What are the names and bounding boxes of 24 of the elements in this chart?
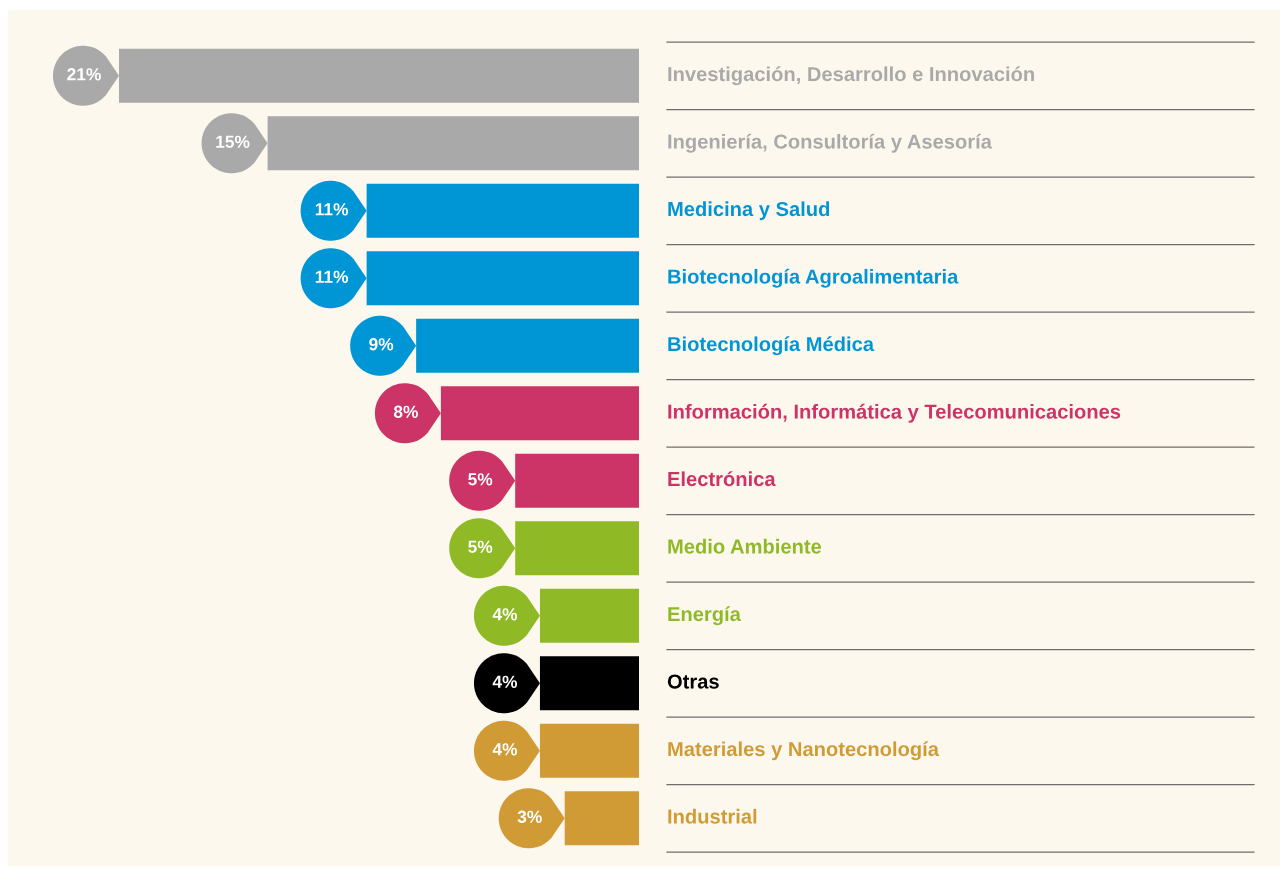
data-label: 4% — [492, 675, 518, 688]
data-label: 21% — [67, 68, 101, 81]
data-label: 11% — [315, 270, 349, 283]
y-tick-label: Medicina y Salud — [668, 201, 830, 221]
y-tick-label: Materiales y Nanotecnología — [668, 741, 940, 761]
y-tick-label: Biotecnología Médica — [668, 336, 875, 356]
data-label: 15% — [216, 135, 250, 148]
data-label: 4% — [492, 743, 518, 756]
data-label: 11% — [315, 203, 349, 216]
y-tick-label: Información, Informática y Telecomunicaciones — [668, 403, 1121, 423]
y-tick-label: Biotecnología Agroalimentaria — [668, 268, 959, 288]
data-label: 3% — [517, 810, 542, 823]
y-tick-label: Energía — [668, 606, 741, 626]
data-label: 5% — [468, 540, 493, 553]
y-tick-label: Medio Ambiente — [668, 538, 822, 554]
data-label: 4% — [492, 608, 518, 621]
data-label: 5% — [468, 473, 493, 486]
y-tick-label: Investigación, Desarrollo e Innovación — [668, 66, 1034, 86]
y-tick-label: Ingeniería, Consultoría y Asesoría — [668, 133, 993, 153]
y-tick-label: Industrial — [668, 808, 757, 824]
data-label: 9% — [369, 338, 394, 351]
y-tick-label: Otras — [667, 674, 719, 689]
y-tick-label: Electrónica — [668, 471, 776, 487]
data-label: 8% — [393, 405, 418, 418]
